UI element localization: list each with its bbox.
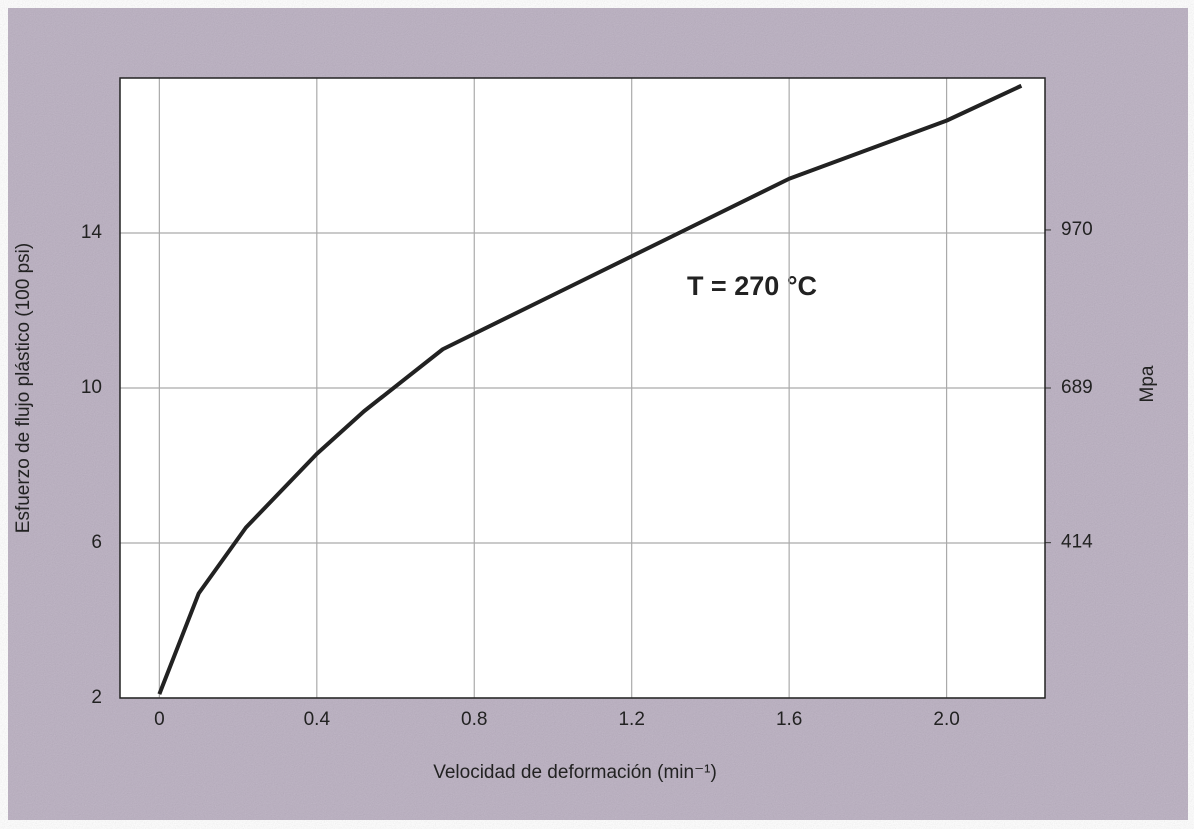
y-tick-label: 6 <box>91 532 102 553</box>
y-tick-label: 14 <box>81 222 103 243</box>
x-tick-label: 0.4 <box>304 709 331 730</box>
y2-tick-label: 970 <box>1061 219 1093 240</box>
y-axis-label: Esfuerzo de flujo plástico (100 psi) <box>13 243 34 533</box>
y-tick-label: 10 <box>81 377 102 398</box>
y2-axis-label: Mpa <box>1137 365 1158 402</box>
x-tick-label: 1.2 <box>618 709 644 730</box>
plot-border <box>119 77 1046 699</box>
x-tick-label: 2.0 <box>933 709 959 730</box>
y-tick-label: 2 <box>91 687 102 708</box>
y2-tick-label: 689 <box>1061 377 1093 398</box>
x-tick-label: 0.8 <box>461 709 487 730</box>
curve <box>157 83 1023 695</box>
x-tick-label: 1.6 <box>776 709 802 730</box>
x-tick-label: 0 <box>154 709 165 730</box>
x-axis-label: Velocidad de deformación (min⁻¹) <box>433 762 717 783</box>
annotation: T = 270 °C <box>687 271 817 301</box>
y2-tick-label: 414 <box>1061 532 1093 553</box>
